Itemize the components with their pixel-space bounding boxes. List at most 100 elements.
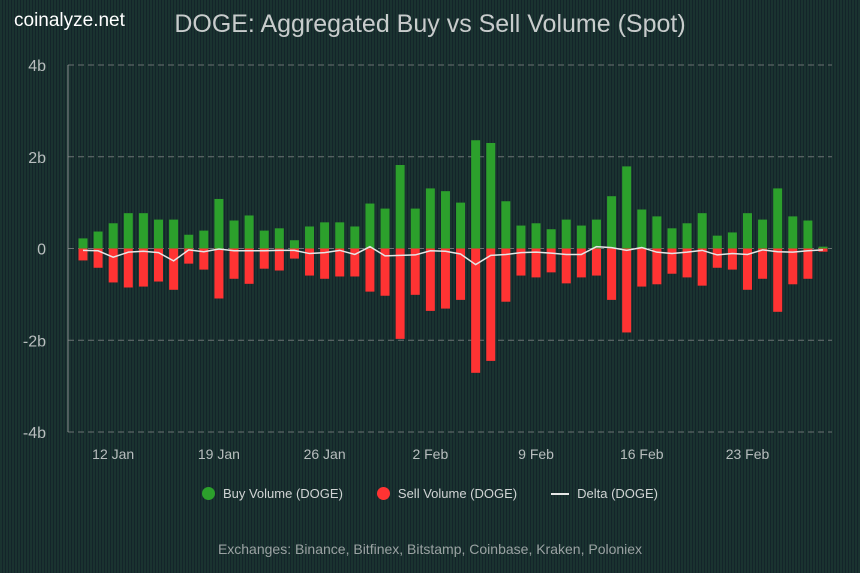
sell-bar [169,248,179,290]
buy-bar [471,140,481,249]
buy-bar [622,166,632,249]
sell-bar [561,248,571,284]
sell-bar [576,248,586,278]
legend-item-sell[interactable]: Sell Volume (DOGE) [376,486,518,501]
sell-bar [591,248,601,276]
sell-bar [637,248,647,287]
buy-bar [486,142,496,249]
buy-bar [591,219,601,249]
buy-bar [531,223,541,249]
sell-bar [667,248,677,274]
buy-bar [199,230,209,249]
sell-bar [289,248,299,259]
buy-bar [138,213,148,249]
sell-bar [758,248,768,279]
sell-bar [727,248,737,270]
buy-bar [456,202,466,249]
buy-bar [169,219,179,249]
buy-bar [123,213,133,249]
sell-bar [516,248,526,276]
brand-logo: coinalyze.net [14,10,125,31]
sell-bar [335,248,345,277]
legend-label-delta: Delta (DOGE) [577,486,659,501]
y-tick-label: -2b [23,333,46,350]
sell-bar [742,248,752,290]
buy-bar [335,222,345,249]
buy-bar [93,231,103,249]
buy-bar [607,196,617,249]
sell-bar [274,248,284,271]
buy-bar [365,203,375,249]
buy-bar [78,238,88,249]
y-tick-label: -4b [23,425,46,442]
sell-bar [607,248,617,300]
x-tick-label: 2 Feb [412,446,448,462]
sell-bar [229,248,239,279]
sell-bar [154,248,164,282]
sell-bar [108,248,118,283]
buy-bar [773,188,783,249]
sell-bar [320,248,330,279]
sell-bar [803,248,813,279]
legend-item-buy[interactable]: Buy Volume (DOGE) [201,486,343,501]
buy-bar [380,208,390,249]
sell-bar [214,248,224,299]
buy-bar [546,229,556,249]
sell-bar [305,248,315,276]
delta-line [82,245,824,266]
buy-bar [108,223,118,249]
sell-bar [78,248,88,261]
buy-bar [305,226,315,249]
buy-bar [576,225,586,249]
chart-title: DOGE: Aggregated Buy vs Sell Volume (Spo… [174,10,686,38]
buy-bar [259,230,269,249]
buy-bar [697,213,707,249]
buy-bar [274,228,284,249]
delta-swatch-icon [551,492,570,495]
sell-bar [93,248,103,268]
legend-label-sell: Sell Volume (DOGE) [397,486,518,501]
sell-bar [501,248,511,302]
x-tick-label: 9 Feb [518,446,554,462]
buy-bar [682,223,692,249]
buy-bar [803,220,813,249]
buy-bar [350,226,360,249]
sell-bar [712,248,722,268]
buy-bar [727,232,737,249]
buy-bar [320,222,330,249]
buy-bar [214,198,224,249]
sell-bar [440,248,450,309]
buy-bar [652,216,662,249]
buy-bar [229,220,239,249]
sell-bar [184,248,194,264]
buy-bar [244,215,254,249]
buy-bar [184,234,194,249]
exchanges-footer: Exchanges: Binance, Bitfinex, Bitstamp, … [217,541,643,557]
sell-bar [199,248,209,270]
buy-bar [395,165,405,249]
sell-bar [682,248,692,278]
sell-bar [350,248,360,277]
buy-bar [561,219,571,249]
y-tick-label: 0 [37,242,46,259]
buy-bar [154,219,164,249]
sell-bar [365,248,375,292]
x-tick-label: 23 Feb [726,446,770,462]
sell-bar [486,248,496,361]
sell-bar [788,248,798,285]
sell-bar [425,248,435,311]
sell-bar [773,248,783,312]
buy-bar [712,235,722,249]
buy-bar [410,208,420,249]
buy-bar [637,209,647,249]
buy-bar [742,213,752,249]
chart-plot: 4b 2b 0 -2b -4b 12 Jan 19 Jan 26 Jan 2 Feb 9 Feb 1… [23,58,832,462]
legend-item-delta[interactable]: Delta (DOGE) [551,486,658,501]
sell-bar [395,248,405,339]
x-tick-label: 26 Jan [304,446,346,462]
buy-bar [289,240,299,249]
sell-bar [531,248,541,278]
x-tick-label: 12 Jan [92,446,134,462]
sell-bar [456,248,466,300]
sell-bar [244,248,254,284]
